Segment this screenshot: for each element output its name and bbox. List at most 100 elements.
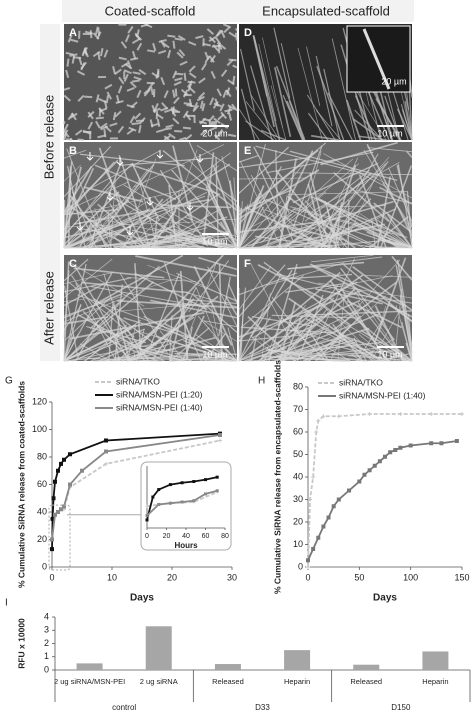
fiber [63,191,120,246]
fiber [406,151,413,158]
row-label: After release [41,271,56,345]
data-point [362,472,367,477]
fiber [232,64,238,69]
fiber [178,49,186,57]
fiber [270,85,287,141]
fiber [238,108,260,141]
arrow [146,197,154,206]
fiber [124,34,130,43]
fiber [245,120,275,141]
fiber [233,227,238,249]
data-point [460,412,464,416]
fiber [83,186,144,203]
arrow [126,227,134,236]
data-point [398,412,403,416]
fiber [196,95,205,102]
fiber [179,60,188,66]
x-tick-label: Released [350,677,382,686]
fiber [168,132,176,140]
data-point [51,496,56,501]
fiber [318,282,413,299]
fiber [353,337,367,362]
fiber [132,71,141,75]
fiber [334,202,343,249]
fiber [175,72,184,76]
y-tick-label: 3 [44,625,49,635]
fiber [97,51,101,61]
data-point [62,504,66,509]
legend-label: siRNA/TKO [116,376,160,386]
fiber [401,321,413,362]
fiber [234,32,238,41]
fiber [95,94,100,103]
fiber [280,231,313,249]
fiber [196,145,238,172]
chart-letter: I [5,598,8,609]
fiber [152,42,157,52]
fiber [156,118,161,128]
fiber [131,162,161,221]
fiber [307,112,329,141]
fiber [384,95,401,141]
fiber [351,287,394,346]
fiber [63,123,69,132]
scale-bar-label: 10 µm [202,349,227,359]
fiber [145,210,177,249]
fiber [123,73,129,82]
inset-x-tick-label: 0 [145,533,149,540]
panel-letter: D [244,27,252,39]
fiber [379,186,413,205]
fiber [226,59,234,67]
data-point [311,547,316,551]
micrograph: D 10 µm 20 µm [238,24,413,141]
fiber [184,134,193,141]
fiber [238,339,243,362]
legend-label: siRNA/MSN-PEI (1:40) [116,402,203,412]
fiber [98,107,105,115]
fiber [182,110,189,119]
fiber [68,204,130,249]
fiber [104,83,113,90]
data-point [218,438,222,443]
fiber [359,212,413,249]
fiber [138,124,142,134]
data-point [192,499,196,503]
fiber [262,37,283,128]
fiber [63,316,109,325]
fiber [63,149,87,159]
fiber [150,86,154,96]
fiber [70,38,79,43]
fiber [364,82,390,141]
fiber [353,118,384,141]
fiber [289,150,398,181]
fiber [211,305,224,362]
fiber [63,324,137,362]
fiber [177,34,186,41]
data-point [215,489,219,493]
fiber [163,135,170,141]
fiber [188,260,230,313]
legend-label: siRNA/TKO [339,377,383,387]
fiber [213,134,221,141]
fiber [136,328,145,362]
y-tick-label: 60 [293,426,303,436]
fiber [303,236,313,249]
y-axis-label: % Cumulative SiRNA release from encapsul… [272,360,282,594]
fiber [192,104,200,113]
fiber [238,289,362,338]
fiber [307,239,392,249]
fiber [252,35,276,128]
arrow [116,157,124,166]
fiber [367,147,413,153]
scale-bar-label: 10 µm [377,349,402,359]
fiber [110,178,116,249]
fiber [117,125,125,134]
fiber [90,228,140,249]
fiber [217,113,225,121]
fiber [309,258,356,357]
x-tick-label: 100 [403,572,418,582]
x-tick-label: Released [212,677,244,686]
fiber [94,208,112,249]
fiber [131,122,140,126]
fiber [99,122,108,129]
